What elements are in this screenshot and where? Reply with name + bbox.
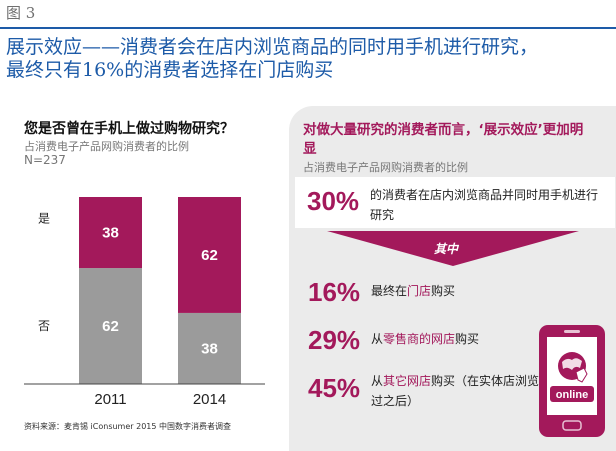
stacked-bar-chart: 62 38 2011 38 62 2014 是否: [24, 197, 265, 408]
main-stat-card: [295, 177, 615, 228]
panel-subtitle: 占消费电子产品网购消费者的比例: [303, 161, 468, 174]
phone-online-icon: online: [539, 325, 605, 437]
stat-45-text-post: 购买（在实体店浏览过之后）: [371, 374, 540, 408]
headline: 展示效应——消费者会在店内浏览商品的同时用手机进行研究， 最终只有16%的消费者…: [6, 36, 611, 82]
phone-home-button: [562, 420, 582, 431]
chart-subtitle: 占消费电子产品网购消费者的比例: [24, 140, 189, 153]
bar-value-label: 38: [102, 225, 119, 242]
phone-speaker: [564, 330, 580, 333]
stat-16-text: 最终在门店购买: [371, 282, 455, 299]
top-rule: [0, 27, 616, 29]
headline-line-1: 展示效应——消费者会在店内浏览商品的同时用手机进行研究，: [6, 36, 539, 58]
headline-line-2: 最终只有16%的消费者选择在门店购买: [6, 59, 334, 81]
bar-value-label: 62: [201, 247, 218, 264]
bar-value-label: 62: [102, 318, 119, 335]
bar-segment-2014-yes: [178, 197, 241, 313]
stat-29-text-pre: 从: [371, 332, 384, 346]
stat-29-percent: 29%: [308, 325, 361, 355]
bar-value-label: 38: [201, 340, 218, 357]
sample-size: N=237: [24, 153, 66, 167]
main-stat-text: 的消费者在店内浏览商品并同时用手机进行研究: [370, 188, 599, 222]
stat-16-text-pre: 最终在: [371, 284, 408, 298]
stat-45-text-pre: 从: [371, 374, 384, 388]
stat-16-text-highlight: 门店: [407, 284, 432, 298]
stat-45-percent: 45%: [308, 373, 361, 403]
bar-segment-2011-no: [79, 268, 142, 384]
panel-title: 对做大量研究的消费者而言，‘展示效应’更加明显: [303, 122, 584, 157]
stat-29-text: 从零售商的网店购买: [371, 330, 479, 347]
bar-segment-2014-no: [178, 312, 241, 384]
stat-45-text-highlight: 其它网店: [383, 374, 432, 388]
x-tick-label: 2014: [193, 391, 226, 408]
down-arrow-shape: [327, 231, 579, 266]
main-stat-percent: 30%: [307, 186, 360, 216]
x-tick-label: 2011: [94, 391, 126, 408]
stat-16-text-post: 购买: [431, 284, 456, 298]
stat-29-text-post: 购买: [455, 332, 480, 346]
chart-title: 您是否曾在手机上做过购物研究？: [24, 121, 234, 137]
source-note: 资料来源：麦肯锡 iConsumer 2015 中国数字消费者调查: [24, 422, 232, 431]
online-badge: [550, 386, 594, 402]
down-arrow: [327, 231, 579, 266]
globe-continents: [562, 358, 582, 370]
stat-16-percent: 16%: [308, 277, 361, 307]
arrow-label: 其中: [434, 242, 459, 256]
online-badge-label: online: [556, 389, 588, 401]
legend-label-yes: 是: [38, 212, 50, 226]
legend-label-no: 否: [38, 319, 50, 333]
cursor-hand-icon: [575, 367, 588, 383]
stat-29-text-highlight: 零售商的网店: [383, 332, 456, 346]
bar-segment-2011-yes: [79, 197, 142, 269]
stat-45-text: 从其它网店购买（在实体店浏览过之后）: [371, 371, 541, 411]
figure-label: 图 3: [6, 4, 36, 22]
